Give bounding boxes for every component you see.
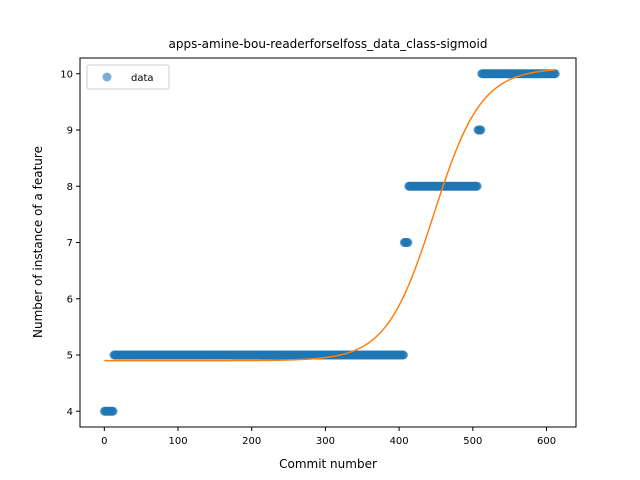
legend-label-data: data <box>131 73 154 84</box>
legend-marker-data <box>102 72 112 82</box>
x-axis: 0 100 200 300 400 500 600 <box>101 427 556 447</box>
data-point <box>108 406 118 416</box>
y-tick-label: 9 <box>67 126 73 137</box>
x-tick-label: 400 <box>390 436 409 447</box>
plot-frame <box>79 57 577 428</box>
y-tick-label: 6 <box>67 294 73 305</box>
x-tick-label: 600 <box>537 436 556 447</box>
x-tick-label: 0 <box>101 436 107 447</box>
x-tick-label: 200 <box>242 436 261 447</box>
legend: data <box>86 64 170 90</box>
legend-box <box>86 64 170 90</box>
data-point <box>403 238 413 247</box>
data-layer <box>99 69 560 416</box>
x-tick-label: 300 <box>316 436 335 447</box>
x-axis-label: Commit number <box>279 457 377 471</box>
data-point <box>550 69 560 79</box>
data-point <box>399 350 409 360</box>
y-tick-label: 4 <box>67 407 73 418</box>
y-tick-label: 5 <box>67 351 73 362</box>
y-axis-label: Number of instance of a feature <box>31 146 45 338</box>
x-tick-label: 500 <box>463 436 482 447</box>
y-tick-label: 8 <box>67 182 73 193</box>
data-point <box>476 125 486 135</box>
chart-title: apps-amine-bou-readerforselfoss_data_cla… <box>169 37 488 51</box>
data-point <box>472 181 482 191</box>
y-tick-label: 7 <box>67 238 73 249</box>
y-tick-label: 10 <box>60 69 73 80</box>
x-tick-label: 100 <box>168 436 187 447</box>
y-axis: 4 5 6 7 8 9 10 <box>60 69 80 418</box>
sigmoid-fit-line <box>104 69 556 362</box>
